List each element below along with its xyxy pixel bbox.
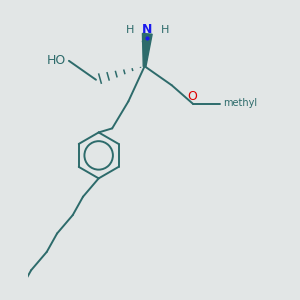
- Text: H: H: [161, 25, 169, 35]
- Text: O: O: [187, 90, 197, 103]
- Text: methyl: methyl: [223, 98, 257, 108]
- Text: HO: HO: [47, 54, 66, 67]
- Text: H: H: [125, 25, 134, 35]
- Text: N: N: [142, 23, 152, 36]
- Polygon shape: [142, 33, 152, 66]
